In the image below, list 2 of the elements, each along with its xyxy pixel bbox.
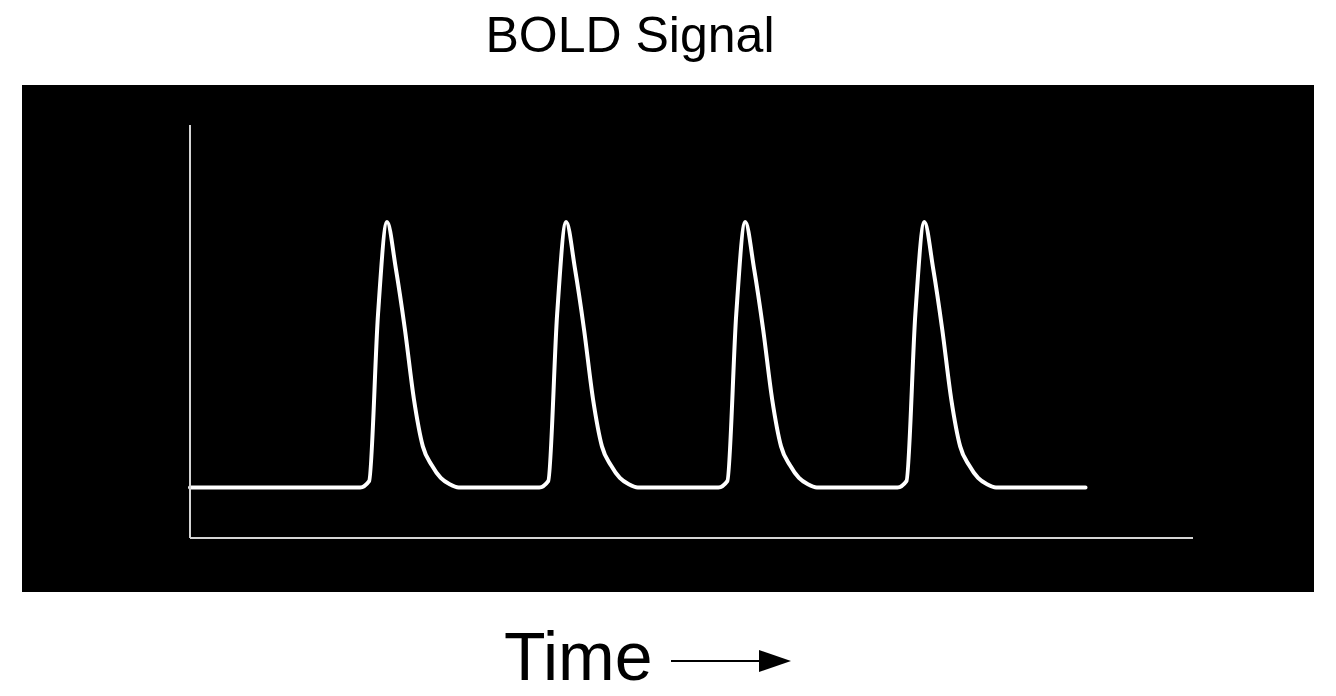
chart-title: BOLD Signal — [484, 6, 776, 65]
x-axis-title: Time — [504, 618, 653, 694]
